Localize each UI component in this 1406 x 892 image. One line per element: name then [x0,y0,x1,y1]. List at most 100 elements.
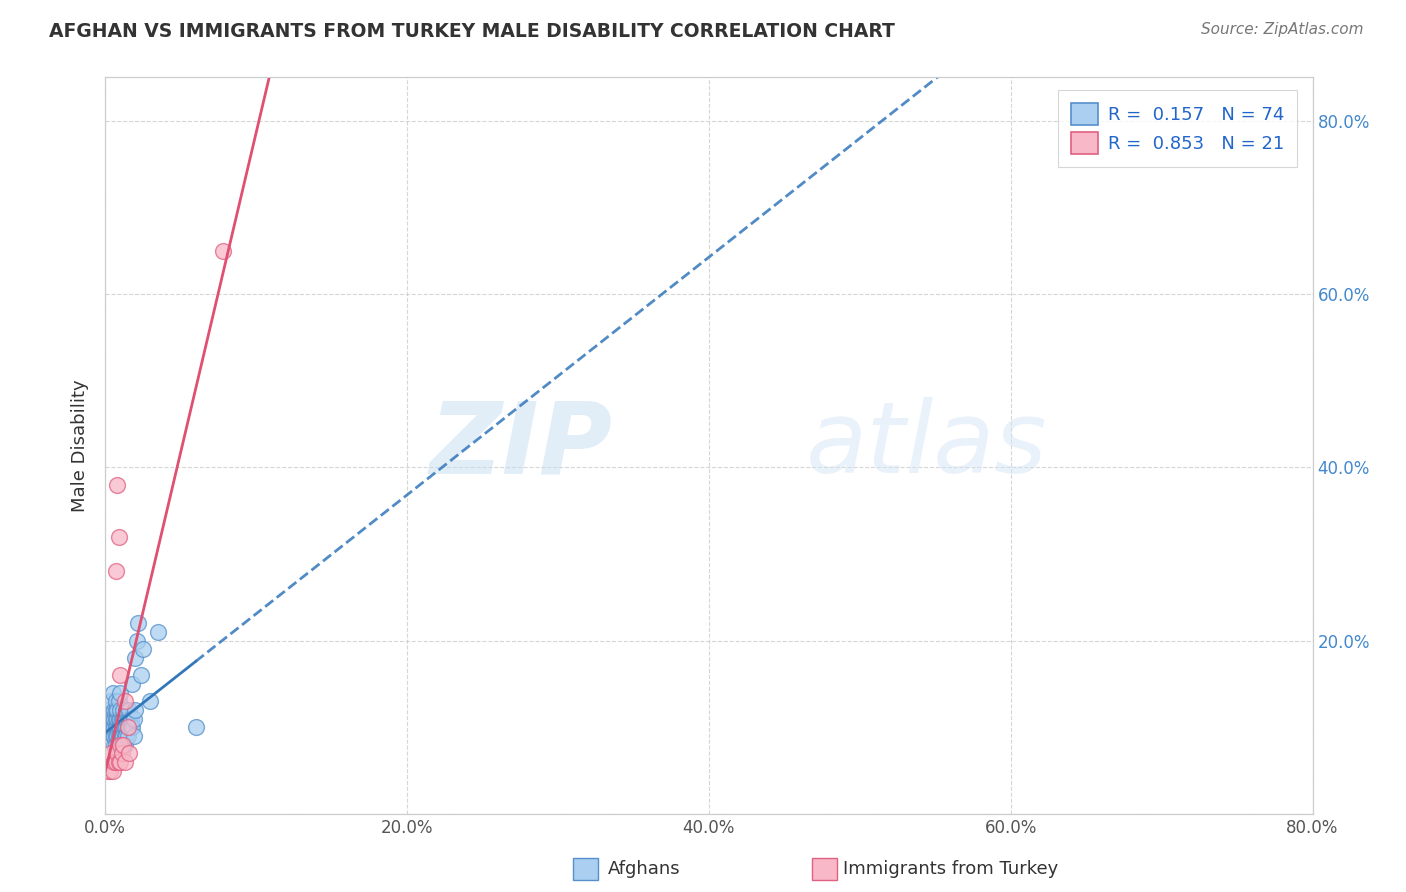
Point [146,625,169,640]
Point [98,720,121,734]
Point [105,729,128,743]
Point [110,703,132,717]
Point [112,738,135,752]
Point [120,720,142,734]
Point [121,720,143,734]
Point [112,712,135,726]
Point [124,703,146,717]
Point [104,565,127,579]
Point [105,477,128,491]
Point [101,712,124,726]
Point [101,764,124,778]
Point [104,738,127,752]
Point [97,703,120,717]
Point [105,747,128,761]
Point [115,720,138,734]
Point [111,747,134,761]
Point [117,729,139,743]
Point [100,694,122,708]
Point [103,755,125,769]
Point [212,244,235,258]
Point [184,720,207,734]
Point [104,729,127,743]
Point [103,720,125,734]
Text: AFGHAN VS IMMIGRANTS FROM TURKEY MALE DISABILITY CORRELATION CHART: AFGHAN VS IMMIGRANTS FROM TURKEY MALE DI… [49,22,896,41]
Point [107,720,129,734]
Point [101,720,124,734]
Point [101,686,124,700]
Point [132,642,155,657]
Point [114,729,136,743]
Point [107,755,129,769]
Point [105,703,128,717]
Point [103,712,125,726]
Point [112,738,135,752]
Point [114,738,136,752]
Text: atlas: atlas [806,397,1047,494]
Point [139,694,162,708]
Point [121,677,143,691]
Point [105,712,128,726]
Text: Source: ZipAtlas.com: Source: ZipAtlas.com [1201,22,1364,37]
Point [103,729,125,743]
Point [104,703,127,717]
Point [104,720,127,734]
Point [115,712,138,726]
Point [122,712,145,726]
Point [110,686,132,700]
Text: Immigrants from Turkey: Immigrants from Turkey [844,860,1059,878]
Point [131,668,153,682]
Point [103,738,125,752]
Point [125,633,148,648]
Point [115,729,138,743]
Point [110,738,132,752]
Point [105,720,128,734]
Point [114,712,136,726]
Point [114,720,136,734]
Point [107,712,129,726]
Point [111,720,134,734]
Point [110,738,132,752]
Point [110,755,132,769]
Point [97,764,120,778]
Point [124,651,146,665]
Point [100,712,122,726]
Point [111,729,134,743]
Point [122,729,145,743]
Point [100,747,122,761]
Point [110,720,132,734]
Point [104,755,127,769]
Point [107,729,129,743]
Point [112,720,135,734]
Point [107,738,129,752]
Point [118,720,141,734]
Point [117,720,139,734]
Point [110,729,132,743]
Point [98,764,121,778]
Point [107,694,129,708]
Point [110,747,132,761]
Point [118,747,141,761]
Point [115,703,138,717]
Point [114,694,136,708]
Point [112,703,135,717]
Point [104,712,127,726]
Point [104,694,127,708]
Point [118,703,141,717]
Point [112,729,135,743]
Point [117,712,139,726]
Point [107,530,129,544]
Legend: R =  0.157   N = 74, R =  0.853   N = 21: R = 0.157 N = 74, R = 0.853 N = 21 [1057,90,1298,167]
Text: ZIP: ZIP [429,397,612,494]
Point [114,755,136,769]
Point [110,668,132,682]
Point [111,738,134,752]
Point [110,712,132,726]
Point [111,712,134,726]
Point [118,712,141,726]
Point [103,703,125,717]
Point [101,729,124,743]
Point [120,712,142,726]
Point [127,616,149,631]
Point [117,720,139,734]
